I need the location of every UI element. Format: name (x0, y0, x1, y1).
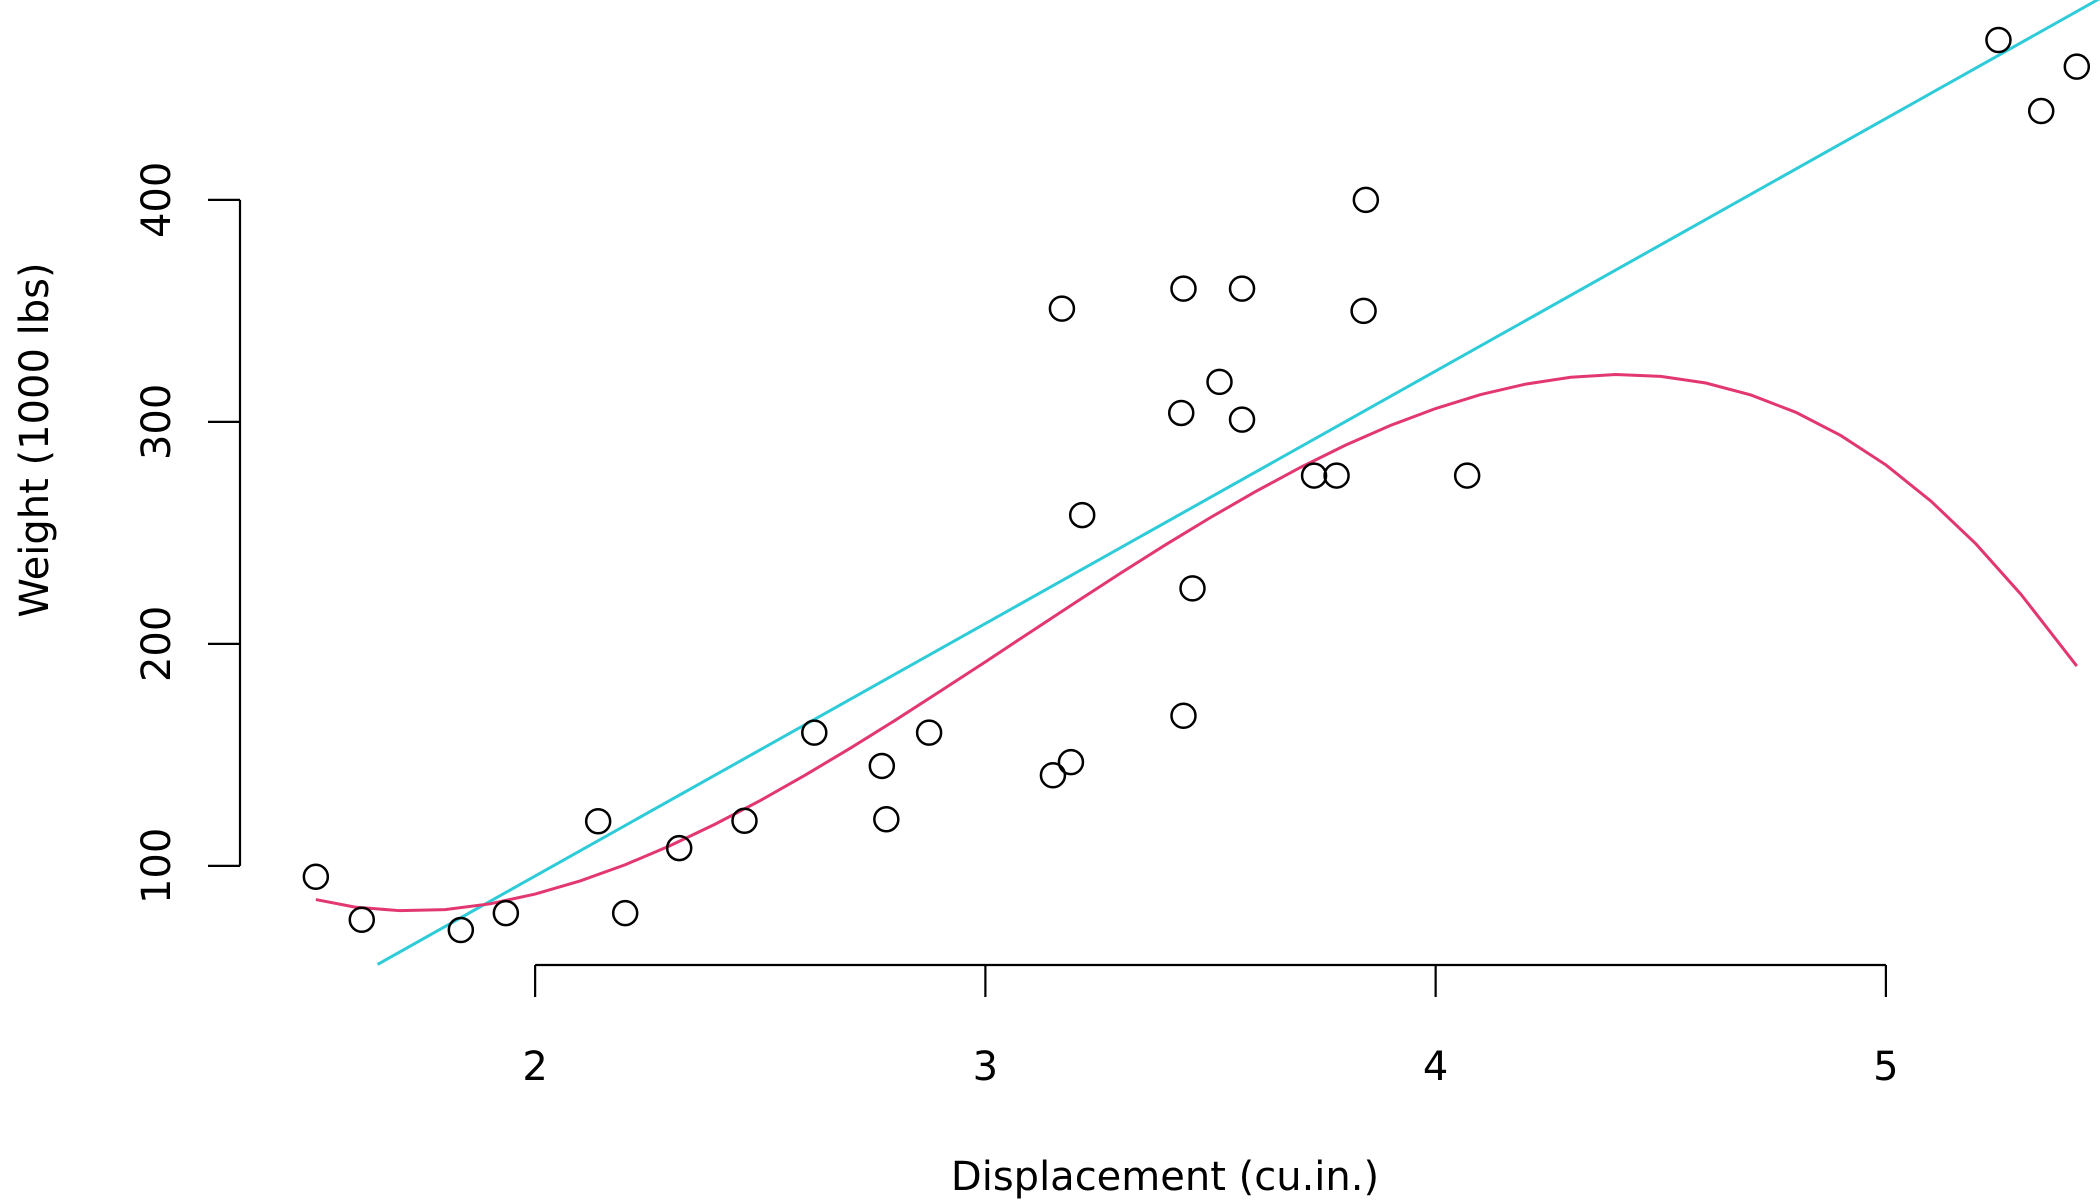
data-point (1039, 762, 1067, 789)
data-point (1179, 575, 1206, 602)
data-point (873, 805, 900, 833)
fit-lines-group (315, 0, 2100, 966)
data-point (1170, 275, 1197, 302)
data-point (1350, 297, 1377, 325)
y-tick-labels: 100 200 300 400 (134, 162, 180, 904)
data-point (447, 916, 475, 944)
data-point (302, 863, 330, 890)
linear-fit-line (376, 0, 2100, 966)
data-point (1300, 462, 1328, 489)
x-axis-title: Displacement (cu.in.) (951, 1154, 1379, 1200)
data-point (1228, 275, 1256, 302)
data-point (731, 807, 758, 835)
data-point (584, 807, 612, 835)
cubic-fit-curve (315, 373, 2078, 913)
data-point (1068, 501, 1096, 529)
data-point (2027, 97, 2055, 125)
y-tick-label: 300 (134, 384, 180, 460)
y-tick-label: 100 (134, 828, 180, 904)
data-point (1323, 462, 1350, 489)
data-point (1228, 406, 1256, 433)
data-point (1453, 462, 1481, 489)
data-point (868, 752, 896, 780)
x-axis-line (534, 963, 1887, 997)
axes-group (208, 198, 1887, 997)
x-tick-label: 3 (973, 1044, 998, 1090)
y-tick-label: 200 (134, 606, 180, 682)
y-tick-label: 400 (134, 162, 180, 238)
x-tick-label: 4 (1423, 1044, 1448, 1090)
y-axis-line (208, 198, 242, 867)
y-axis-title: Weight (1000 lbs) (12, 262, 58, 617)
data-point (915, 719, 943, 746)
data-point (665, 834, 693, 862)
data-point (2063, 53, 2091, 80)
data-point (1048, 295, 1076, 322)
data-point (1352, 186, 1380, 214)
data-point (1057, 748, 1085, 776)
data-point (348, 906, 376, 934)
x-tick-label: 2 (522, 1044, 547, 1090)
data-point (1170, 702, 1197, 730)
data-point (611, 899, 639, 927)
data-point (1167, 399, 1195, 427)
x-tick-label: 5 (1873, 1044, 1898, 1090)
x-tick-labels: 2 3 4 5 (522, 1044, 1898, 1090)
data-point (1985, 26, 2012, 54)
points-group (302, 26, 2091, 944)
data-point (1206, 368, 1233, 396)
data-point (492, 899, 520, 927)
data-point (801, 719, 828, 746)
